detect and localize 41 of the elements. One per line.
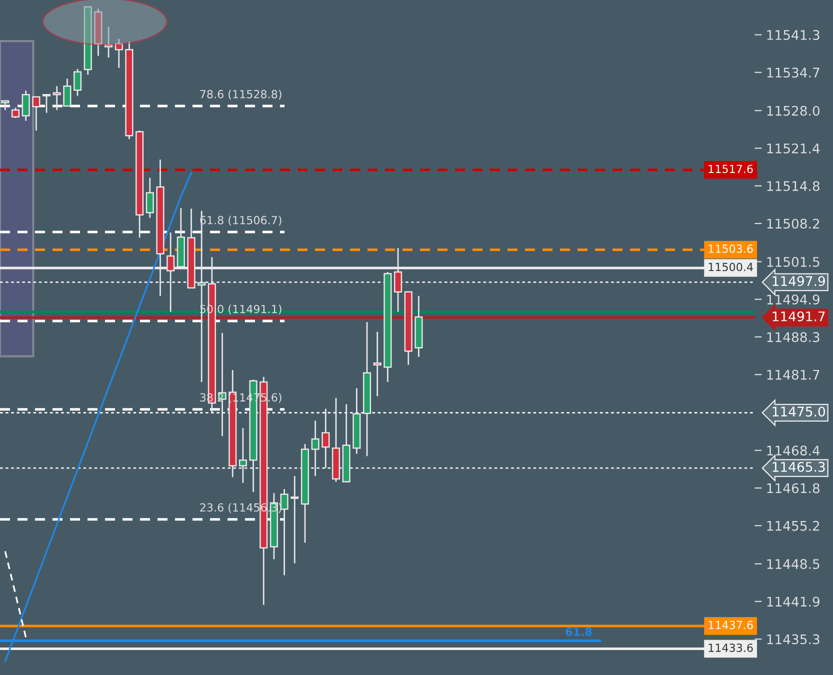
candlestick [373,331,382,397]
candlestick [63,78,72,107]
candlestick [104,26,113,58]
y-tick-label: 11468.4 [767,446,820,456]
y-tick-label: 11501.5 [767,256,820,267]
candlestick [74,68,82,96]
y-tick-label: 11455.2 [767,520,820,531]
ref-line-label: 11433.6 [708,644,753,652]
y-tick-label: 11541.3 [767,30,820,40]
y-tick-label: 11528.0 [767,106,820,116]
y-tick-label: 11508.2 [767,218,820,229]
y-tick-label: 11435.3 [767,634,820,644]
ref-line-label: 78.6 (11528.8) [200,90,282,100]
candlestick [42,94,51,114]
y-tick-label: 11521.4 [767,143,820,154]
y-tick-label: 11514.8 [767,181,820,192]
candlestick [1,100,10,111]
candlestick [114,38,123,69]
annotation: 61.8 [566,627,592,636]
y-tick-label: 11441.9 [767,596,820,607]
y-tick-label: 11481.7 [767,370,820,380]
y-tick-label: 11448.5 [767,559,820,570]
candlestick [32,96,40,132]
y-tick-label: 11494.9 [767,294,820,305]
ref-line-label: 11503.6 [708,244,753,253]
ref-line-label: 11475.0 [772,406,825,417]
y-tick-label: 11488.3 [767,332,820,342]
y-tick-label: 11461.8 [767,483,820,494]
candlestick [11,107,20,119]
candlestick [290,475,299,564]
ref-line-label: 11497.9 [772,276,825,286]
ref-line-label: 11500.4 [708,262,753,272]
ref-line-label: 11491.7 [772,311,825,322]
candlestick [22,90,30,122]
y-tick-label: 11534.7 [767,68,820,78]
ref-line-label: 11517.6 [708,164,753,174]
ref-line-label: 11437.6 [708,620,753,630]
candlestick [146,177,154,218]
ref-line-label: 11465.3 [772,462,825,472]
candlestick [280,488,288,576]
candlestick [52,85,61,111]
